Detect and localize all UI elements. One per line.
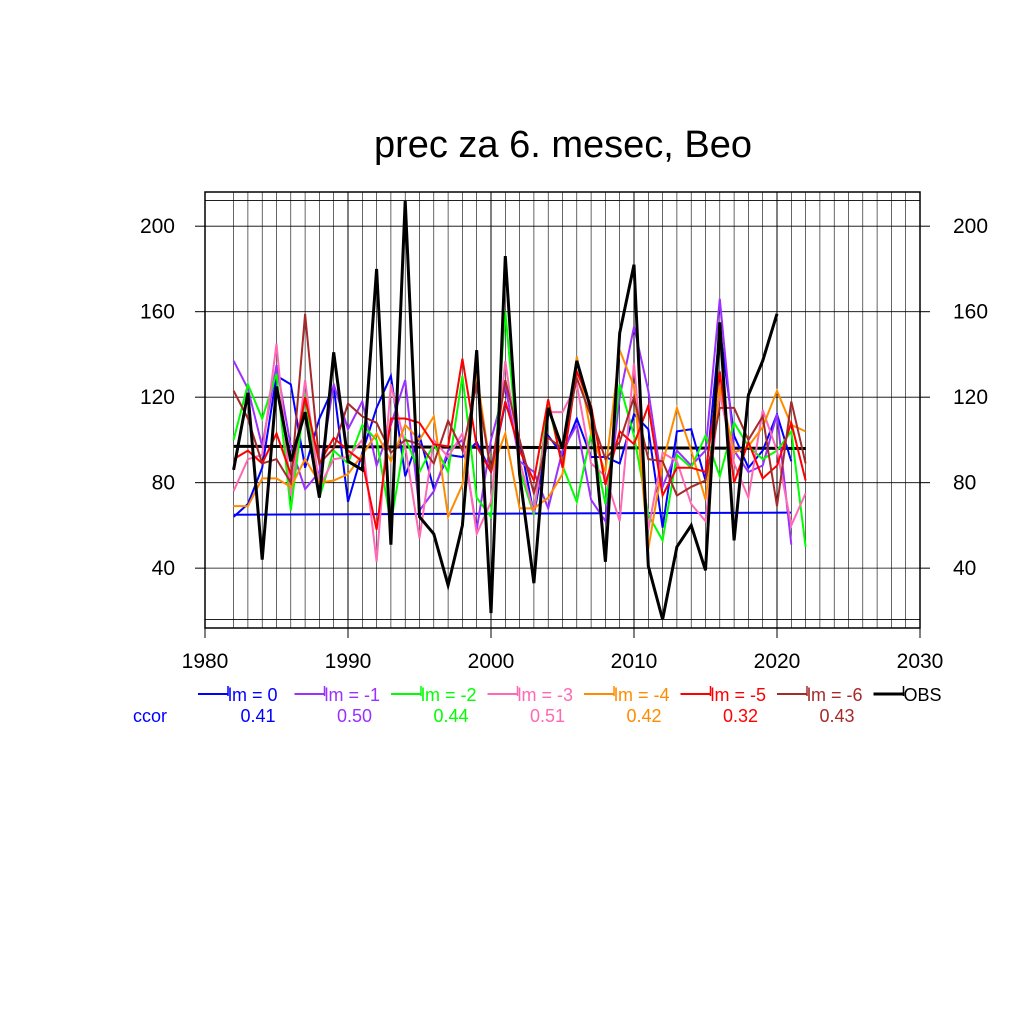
- y-tick-label: 40: [152, 557, 175, 580]
- x-tick-label: 1980: [182, 650, 229, 673]
- plot-frame: [204, 191, 921, 629]
- axis-ticks: 1980 1990 2000 2010 2020 2030 40 40 80 80 120 120 16…: [140, 215, 988, 673]
- legend-ccor-value: 0.51: [530, 706, 565, 726]
- legend-ccor-value: 0.50: [337, 706, 372, 726]
- x-tick-label: 2010: [611, 650, 658, 673]
- legend-label: lm = -1: [325, 685, 381, 705]
- legend-ccor-value: 0.43: [819, 706, 854, 726]
- x-tick-label: 1990: [325, 650, 372, 673]
- y-tick-label-right: 160: [953, 301, 988, 324]
- series-line: [232, 200, 779, 620]
- series-line: [233, 358, 807, 530]
- chart-title: prec za 6. mesec, Beo: [374, 124, 752, 166]
- ccor-label: ccor: [133, 706, 167, 726]
- legend-ccor-value: 0.42: [626, 706, 661, 726]
- legend-label: lm = -6: [807, 685, 863, 705]
- grid-layer: [205, 192, 921, 628]
- series-line: [232, 313, 807, 507]
- y-tick-label-right: 120: [953, 386, 988, 409]
- y-tick-label: 120: [140, 386, 175, 409]
- legend-label: lm = -5: [711, 685, 767, 705]
- y-tick-label-right: 80: [953, 472, 976, 495]
- y-tick-label-right: 200: [953, 215, 988, 238]
- y-tick-label: 200: [140, 215, 175, 238]
- y-tick-label: 160: [140, 301, 175, 324]
- x-tick-label: 2020: [754, 650, 801, 673]
- x-tick-label: 2000: [468, 650, 515, 673]
- legend-label: lm = -2: [421, 685, 477, 705]
- legend-label: lm = 0: [228, 685, 278, 705]
- x-tick-label: 2030: [897, 650, 944, 673]
- legend-ccor-value: 0.32: [723, 706, 758, 726]
- legend-label: OBS: [904, 685, 942, 705]
- series-layer: [232, 200, 807, 620]
- legend-ccor-value: 0.44: [433, 706, 468, 726]
- legend-ccor-value: 0.41: [240, 706, 275, 726]
- legend-label: lm = -3: [518, 685, 574, 705]
- y-tick-label: 80: [152, 472, 175, 495]
- legend: ccor lm = 00.41 lm = -10.50 lm = -20.44 lm =…: [133, 685, 942, 726]
- y-tick-label-right: 40: [953, 557, 976, 580]
- legend-label: lm = -4: [614, 685, 670, 705]
